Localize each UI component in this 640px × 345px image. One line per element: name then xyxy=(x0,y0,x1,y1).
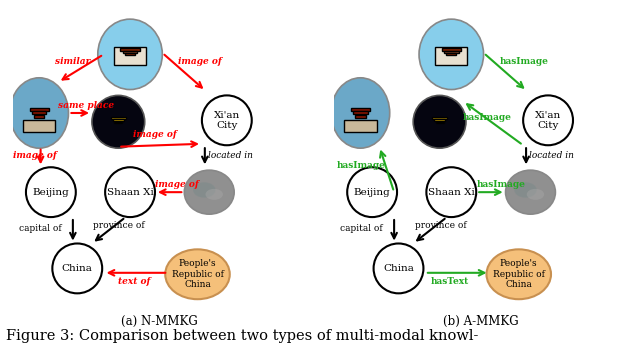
Text: capital of: capital of xyxy=(340,224,383,233)
Text: (a) N-MMKG: (a) N-MMKG xyxy=(121,315,198,328)
FancyBboxPatch shape xyxy=(29,108,49,111)
Ellipse shape xyxy=(419,19,484,90)
Text: China: China xyxy=(383,264,414,273)
Ellipse shape xyxy=(527,189,544,200)
Text: located in: located in xyxy=(529,151,574,160)
FancyBboxPatch shape xyxy=(436,121,444,124)
FancyBboxPatch shape xyxy=(123,51,138,53)
Text: Beijing: Beijing xyxy=(33,188,69,197)
Circle shape xyxy=(105,167,155,217)
FancyBboxPatch shape xyxy=(344,120,376,132)
Text: China: China xyxy=(62,264,93,273)
Circle shape xyxy=(374,244,424,293)
Ellipse shape xyxy=(205,189,223,200)
Text: image of: image of xyxy=(13,151,56,160)
Circle shape xyxy=(426,167,476,217)
Text: located in: located in xyxy=(208,151,253,160)
FancyBboxPatch shape xyxy=(355,115,365,118)
FancyBboxPatch shape xyxy=(115,121,122,124)
Ellipse shape xyxy=(515,182,537,198)
FancyBboxPatch shape xyxy=(32,111,47,115)
Text: image of: image of xyxy=(179,57,222,66)
Ellipse shape xyxy=(413,95,466,148)
Text: hasText: hasText xyxy=(431,277,469,286)
Circle shape xyxy=(347,167,397,217)
Circle shape xyxy=(202,95,252,145)
FancyBboxPatch shape xyxy=(442,48,461,51)
Text: hasImage: hasImage xyxy=(500,57,548,66)
Ellipse shape xyxy=(165,249,230,299)
Text: hasImage: hasImage xyxy=(463,113,512,122)
Circle shape xyxy=(52,244,102,293)
Text: image of: image of xyxy=(133,130,177,139)
Text: (b) A-MMKG: (b) A-MMKG xyxy=(443,315,518,328)
FancyBboxPatch shape xyxy=(432,117,447,119)
Ellipse shape xyxy=(98,19,163,90)
Ellipse shape xyxy=(193,182,216,198)
Text: Figure 3: Comparison between two types of multi-modal knowl-: Figure 3: Comparison between two types o… xyxy=(6,329,479,343)
Text: text of: text of xyxy=(118,277,150,286)
FancyBboxPatch shape xyxy=(120,48,140,51)
Text: province of: province of xyxy=(93,221,145,230)
Circle shape xyxy=(26,167,76,217)
Text: capital of: capital of xyxy=(19,224,61,233)
Ellipse shape xyxy=(10,78,68,148)
Text: Beijing: Beijing xyxy=(354,188,390,197)
Ellipse shape xyxy=(92,95,145,148)
FancyBboxPatch shape xyxy=(113,119,124,121)
Text: Shaan Xi: Shaan Xi xyxy=(428,188,475,197)
Text: People's
Republic of
China: People's Republic of China xyxy=(493,259,545,289)
Ellipse shape xyxy=(98,19,163,90)
FancyBboxPatch shape xyxy=(351,108,370,111)
Text: province of: province of xyxy=(415,221,467,230)
FancyBboxPatch shape xyxy=(435,47,467,65)
Ellipse shape xyxy=(331,78,390,148)
Text: Shaan Xi: Shaan Xi xyxy=(107,188,154,197)
Text: Xi'an
City: Xi'an City xyxy=(535,111,561,130)
FancyBboxPatch shape xyxy=(125,53,135,56)
FancyBboxPatch shape xyxy=(447,53,456,56)
FancyBboxPatch shape xyxy=(111,117,125,119)
Circle shape xyxy=(523,95,573,145)
Ellipse shape xyxy=(486,249,551,299)
FancyBboxPatch shape xyxy=(34,115,44,118)
Ellipse shape xyxy=(419,19,484,90)
FancyBboxPatch shape xyxy=(444,51,458,53)
Text: similar: similar xyxy=(55,57,91,66)
FancyBboxPatch shape xyxy=(434,119,445,121)
Text: same place: same place xyxy=(58,101,115,110)
Ellipse shape xyxy=(506,170,556,214)
Text: Xi'an
City: Xi'an City xyxy=(214,111,240,130)
Text: image of: image of xyxy=(155,180,199,189)
FancyBboxPatch shape xyxy=(114,47,146,65)
FancyBboxPatch shape xyxy=(23,120,55,132)
Ellipse shape xyxy=(184,170,234,214)
FancyBboxPatch shape xyxy=(353,111,368,115)
Text: People's
Republic of
China: People's Republic of China xyxy=(172,259,223,289)
Text: hasImage: hasImage xyxy=(476,180,525,189)
Text: hasImage: hasImage xyxy=(337,161,386,170)
